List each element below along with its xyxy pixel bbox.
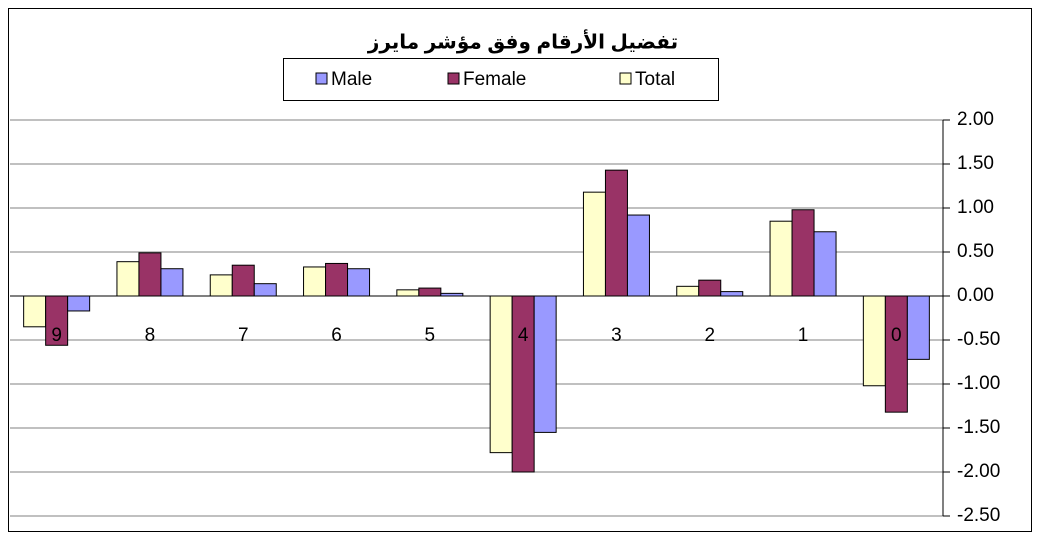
- bar: [138, 252, 162, 297]
- legend-label: Female: [463, 69, 526, 90]
- x-tick-label: 9: [51, 325, 62, 346]
- y-tick-label: -2.00: [957, 461, 1000, 482]
- bar: [347, 268, 371, 297]
- x-tick-label: 7: [238, 325, 249, 346]
- y-tick-label: -0.50: [957, 329, 1000, 350]
- bar: [626, 214, 650, 297]
- x-tick-label: 3: [611, 325, 622, 346]
- bar: [253, 283, 277, 297]
- y-tick-label: 0.00: [957, 285, 994, 306]
- bar: [325, 262, 349, 297]
- legend-label: Total: [635, 69, 675, 90]
- x-tick-label: 2: [704, 325, 715, 346]
- bar: [303, 266, 327, 297]
- bar: [533, 295, 557, 433]
- y-tick-label: 2.00: [957, 109, 994, 130]
- bar: [906, 295, 930, 360]
- bar: [769, 220, 793, 297]
- bar: [160, 268, 184, 297]
- bar: [116, 261, 140, 297]
- bar: [720, 291, 744, 297]
- x-tick-label: 6: [331, 325, 342, 346]
- bar: [511, 295, 535, 473]
- bar: [209, 274, 233, 297]
- legend-swatch: [315, 72, 328, 85]
- bar: [791, 209, 815, 297]
- chart-title: تفضيل الأرقام وفق مؤشر مايرز: [367, 28, 678, 53]
- legend-swatch: [447, 72, 460, 85]
- legend-swatch: [619, 72, 632, 85]
- y-tick-label: -1.00: [957, 373, 1000, 394]
- y-tick-label: -1.50: [957, 417, 1000, 438]
- bar: [582, 191, 606, 297]
- x-tick-label: 0: [891, 325, 902, 346]
- bar: [676, 285, 700, 297]
- bar: [604, 169, 628, 297]
- bar: [67, 295, 91, 312]
- y-tick-label: 0.50: [957, 241, 994, 262]
- bar: [862, 295, 886, 387]
- bar: [698, 279, 722, 297]
- bar: [813, 231, 837, 297]
- bar: [418, 287, 442, 297]
- x-tick-label: 4: [518, 325, 529, 346]
- bar: [489, 295, 513, 454]
- y-tick-label: -2.50: [957, 505, 1000, 526]
- x-tick-label: 1: [798, 325, 809, 346]
- x-tick-label: 5: [425, 325, 436, 346]
- y-tick-label: 1.00: [957, 197, 994, 218]
- bar: [884, 295, 908, 413]
- bar: [23, 295, 47, 328]
- bar: [231, 264, 255, 297]
- y-tick-label: 1.50: [957, 153, 994, 174]
- x-tick-label: 8: [145, 325, 156, 346]
- bar: [396, 289, 420, 297]
- legend-box: [283, 58, 719, 101]
- legend-label: Male: [331, 69, 372, 90]
